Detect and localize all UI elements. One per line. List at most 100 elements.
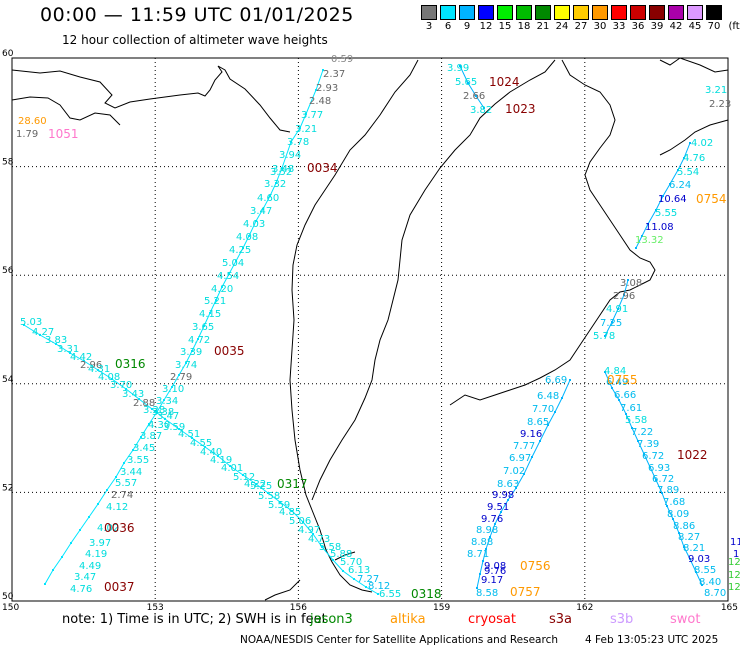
wave-height-label: 4.02	[97, 523, 119, 534]
legend-swatch-24	[554, 5, 570, 20]
wave-height-label: 3.47	[157, 411, 179, 422]
coast-east-kamchatka	[311, 59, 556, 501]
pass-time-label: 0754	[696, 192, 727, 206]
track-point	[643, 453, 645, 455]
lon-tick-159: 159	[433, 603, 450, 613]
lon-tick-162: 162	[576, 603, 593, 613]
track-point	[662, 195, 664, 197]
track-point	[625, 413, 627, 415]
track-point	[569, 379, 571, 381]
track-point	[164, 418, 166, 420]
pass-time-label: 1023	[505, 102, 536, 116]
track-point	[641, 235, 643, 237]
track-point	[701, 584, 703, 586]
track-point	[52, 569, 54, 571]
lat-tick-50: 50	[2, 592, 14, 602]
wave-height-label: 3.52	[270, 167, 292, 178]
wave-height-label: 7.77	[513, 441, 535, 452]
track-point	[672, 518, 674, 520]
wave-height-label: 6.49	[606, 377, 628, 388]
wave-height-label: 4.02	[691, 138, 713, 149]
track-point	[156, 411, 158, 413]
track-point	[604, 335, 606, 337]
legend-swatch-15	[497, 5, 513, 20]
satellite-track	[476, 379, 571, 589]
track-point	[275, 182, 277, 184]
track-point	[500, 511, 502, 513]
wave-height-label: 6.72	[642, 451, 664, 462]
wave-height-label: 3.34	[156, 396, 178, 407]
legend-label-21: 21	[536, 21, 550, 32]
track-point	[83, 360, 85, 362]
legend-swatch-6	[440, 5, 456, 20]
wave-height-label: 4.76	[683, 153, 705, 164]
legend-label-42: 42	[669, 21, 683, 32]
wave-height-label: 8.12	[368, 581, 390, 592]
wave-height-values: 0.59 2.37 2.93 2.48 3.77 3.21 3.78 3.94 3.483.52…	[16, 54, 740, 600]
footer-timestamp: 4 Feb 13:05:23 UTC 2025	[585, 634, 719, 646]
track-point	[97, 503, 99, 505]
wave-height-label: 6.48	[537, 391, 559, 402]
wave-height-label: 3.10	[162, 384, 184, 395]
wave-height-label: 5.55	[655, 208, 677, 219]
wave-height-label: 3.65	[192, 322, 214, 333]
lat-tick-60: 60	[2, 49, 14, 59]
wave-height-label: 2.79	[170, 372, 192, 383]
wave-height-label: 5.04	[222, 258, 244, 269]
wave-height-label: 3.44	[120, 467, 142, 478]
track-point	[191, 350, 193, 352]
wave-height-label: 2.37	[323, 69, 345, 80]
legend-swatch-18	[516, 5, 532, 20]
wave-height-label: 5.25	[250, 481, 272, 492]
track-point	[242, 247, 244, 249]
track-point	[377, 593, 379, 595]
track-point	[489, 536, 491, 538]
track-point	[627, 279, 629, 281]
footer-credit: NOAA/NESDIS Center for Satellite Applica…	[240, 634, 558, 646]
track-point	[669, 183, 671, 185]
track-point	[203, 325, 205, 327]
pass-time-label: 0034	[307, 161, 338, 175]
satellite-jason3: jason3	[310, 612, 353, 627]
pass-time-label: 0317	[277, 477, 308, 491]
track-point	[637, 440, 639, 442]
track-point	[178, 428, 180, 430]
wave-height-label: 4.25	[229, 245, 251, 256]
track-point	[683, 157, 685, 159]
track-point	[459, 65, 461, 67]
wave-height-label: 4.91	[606, 304, 628, 315]
wave-height-label: 4.19	[85, 549, 107, 560]
wave-height-label: 12	[728, 557, 740, 568]
track-point	[255, 483, 257, 485]
coastline	[11, 57, 729, 601]
legend-label-18: 18	[517, 21, 531, 32]
wave-height-label: 5.21	[204, 296, 226, 307]
legend-label-36: 36	[631, 21, 645, 32]
legend-swatch-21	[535, 5, 551, 20]
track-point	[666, 505, 668, 507]
wave-height-label: 5.58	[258, 491, 280, 502]
legend-label-15: 15	[498, 21, 512, 32]
track-point	[79, 529, 81, 531]
map-grid	[12, 58, 728, 601]
track-point	[647, 223, 649, 225]
track-point	[140, 436, 142, 438]
track-point	[554, 411, 556, 413]
wave-height-label: 3.99	[447, 63, 469, 74]
wave-height-label: 4.72	[188, 335, 210, 346]
wave-height-label: 4.08	[236, 232, 258, 243]
wave-height-label: 7.68	[663, 497, 685, 508]
track-point	[229, 465, 231, 467]
track-point	[322, 69, 324, 71]
pass-time-label: 0757	[510, 585, 541, 599]
wave-height-label: 5.57	[115, 478, 137, 489]
wave-height-label: 5.70	[340, 557, 362, 568]
track-point	[479, 573, 481, 575]
wave-height-label: 11	[730, 537, 740, 548]
wave-height-label: 2.96	[613, 291, 635, 302]
wave-height-label: 3.74	[175, 360, 197, 371]
track-point	[539, 440, 541, 442]
wave-height-label: 3.47	[250, 206, 272, 217]
legend-label-3: 3	[425, 21, 433, 32]
